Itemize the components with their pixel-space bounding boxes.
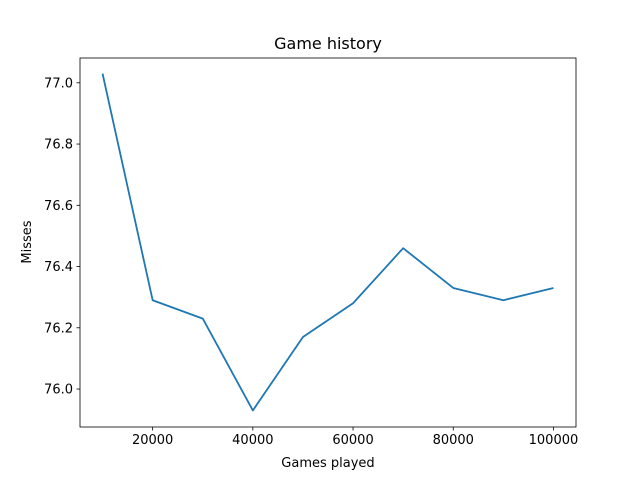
x-tick-label: 80000 (433, 433, 474, 448)
x-tick-label: 60000 (332, 433, 373, 448)
y-tick-label: 76.2 (44, 321, 73, 336)
y-axis-label: Misses (20, 220, 35, 263)
x-axis-label: Games played (281, 456, 374, 471)
chart-title: Game history (274, 34, 382, 53)
x-tick-label: 40000 (232, 433, 273, 448)
y-tick-label: 76.8 (44, 138, 73, 153)
y-tick-label: 77.0 (44, 76, 73, 91)
y-tick-label: 76.6 (44, 199, 73, 214)
x-tick-label: 20000 (132, 433, 173, 448)
x-tick-label: 100000 (529, 433, 579, 448)
y-tick-label: 76.4 (44, 260, 73, 275)
y-tick-label: 76.0 (44, 383, 73, 398)
plot-area (80, 58, 576, 427)
